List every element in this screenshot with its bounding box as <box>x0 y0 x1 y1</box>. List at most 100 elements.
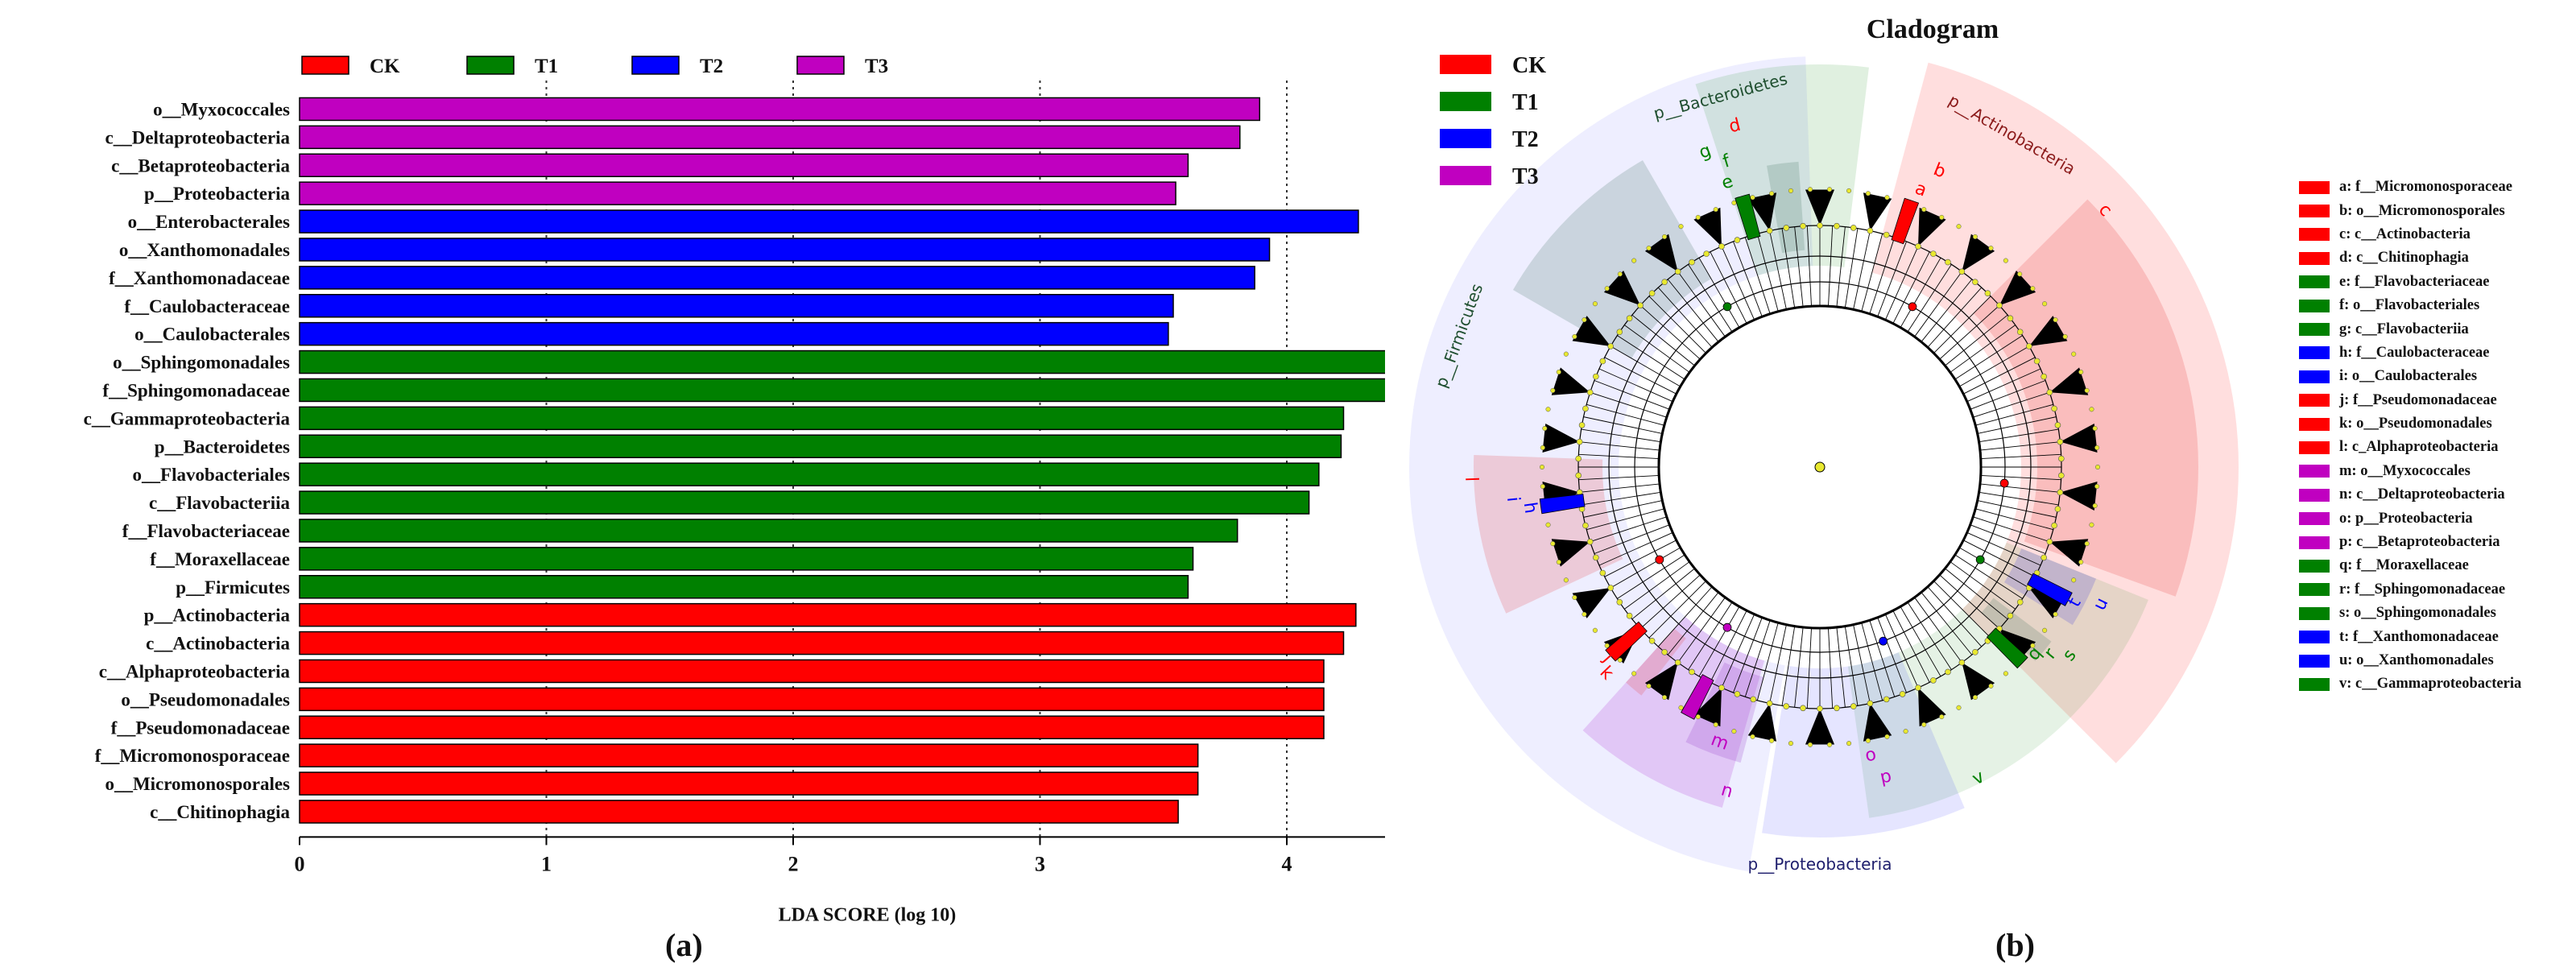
tree-node <box>1617 657 1623 663</box>
tree-node <box>1586 389 1594 396</box>
key-label: r: f__Sphingomonadaceae <box>2339 581 2506 598</box>
tree-node <box>1550 387 1556 393</box>
leaf-fan <box>1863 192 1892 231</box>
tree-branch <box>1586 403 1664 426</box>
leaf-fan <box>1962 662 1995 701</box>
bar <box>299 575 1189 599</box>
tree-node <box>1678 224 1684 230</box>
tree-node <box>1865 191 1871 196</box>
tree-branch <box>1892 251 1930 325</box>
tree-branch <box>1631 314 1695 366</box>
caption-b: (b) <box>1995 927 2035 963</box>
tree-branch <box>1921 592 1973 655</box>
tree-node <box>1750 734 1755 739</box>
tree-branch <box>1721 246 1755 321</box>
leaf-fan <box>1693 688 1722 727</box>
sector <box>1847 542 2148 818</box>
key-row: o: p__Proteobacteria <box>2299 507 2573 530</box>
tree-node <box>1689 258 1695 266</box>
tree-branch <box>1744 620 1771 697</box>
tree-node <box>2030 286 2036 292</box>
tree-node <box>1678 705 1684 710</box>
tree-branch <box>1973 391 2050 418</box>
sector <box>1973 199 2198 597</box>
clade-letter: o <box>1863 744 1878 766</box>
tree-node <box>1734 691 1741 697</box>
tree-node <box>1662 694 1668 701</box>
tree-node <box>1972 279 1979 285</box>
bar <box>299 209 1359 234</box>
tree-node <box>1617 271 1623 277</box>
tree-branch <box>1853 230 1871 310</box>
tree-node <box>2016 329 2024 336</box>
tree-node <box>2094 484 2100 490</box>
tree-node <box>1582 611 1587 617</box>
bar-label: c__Betaproteobacteria <box>111 155 290 176</box>
legend-label: T3 <box>1512 164 1539 189</box>
tree-node <box>1972 649 1979 655</box>
key-label: o: p__Proteobacteria <box>2339 510 2473 527</box>
tree-node <box>1867 700 1874 707</box>
tree-node <box>1972 234 1978 240</box>
tree-node <box>2051 522 2057 529</box>
key-label: m: o__Myxococcales <box>2339 462 2471 479</box>
bar <box>299 434 1342 458</box>
key-label: t: f__Xanthomonadaceae <box>2339 628 2499 645</box>
tree-node <box>2092 425 2098 432</box>
clade-letter: d <box>1727 115 1743 138</box>
tree-node <box>1572 333 1577 340</box>
tree-node <box>1540 445 1545 450</box>
tree-branch <box>1721 614 1755 689</box>
bar-label: f__Micromonosporaceae <box>95 746 290 766</box>
bar-label: f__Caulobacteraceae <box>124 296 290 316</box>
tree-node <box>1899 691 1906 697</box>
key-label: g: c__Flavobacteriia <box>2339 321 2469 337</box>
tree-node <box>1604 286 1610 292</box>
tree-node <box>1545 407 1551 412</box>
key-label: k: o__Pseudomonadales <box>2339 416 2492 432</box>
tree-node <box>1593 554 1599 561</box>
bar-label: c__Deltaproteobacteria <box>105 127 291 147</box>
tree-branch <box>1594 380 1670 410</box>
tree-node <box>1956 224 1962 230</box>
tree-node <box>1930 250 1937 257</box>
tree-branch <box>1667 592 1719 655</box>
tree-node <box>2030 643 2036 648</box>
legend-label: T2 <box>700 56 723 77</box>
clade-node <box>1908 302 1917 312</box>
bar <box>299 743 1199 767</box>
bar-label: c__Gammaproteobacteria <box>84 408 291 428</box>
tree-branch <box>1954 335 2023 380</box>
tree-node <box>2003 671 2008 676</box>
tree-branch <box>1578 475 1660 481</box>
key-label: j: f__Pseudomonadaceae <box>2339 391 2497 408</box>
bar <box>299 462 1320 486</box>
tree-branch <box>1884 246 1919 321</box>
leaf-fan <box>1918 207 1946 246</box>
bar <box>299 602 1357 627</box>
tree-node <box>1817 705 1823 712</box>
key-row: b: o__Micromonosporales <box>2299 199 2573 222</box>
tree-branch <box>1610 547 1681 589</box>
tree-branch <box>1979 491 2059 506</box>
tree-branch <box>1617 554 1685 599</box>
tree-node <box>1834 222 1840 230</box>
x-tick-label: 0 <box>295 852 305 875</box>
tree-branch <box>1639 574 1701 630</box>
tree-node <box>1575 455 1582 462</box>
tree-branch <box>1869 620 1896 697</box>
tree-node <box>1850 225 1857 231</box>
tree-node <box>1972 694 1978 701</box>
tree-branch <box>1900 257 1941 329</box>
tree-branch <box>1698 606 1740 677</box>
tree-node <box>2054 422 2061 428</box>
tree-node <box>1556 559 1561 565</box>
tree-node <box>1884 195 1890 201</box>
legend-label: CK <box>370 56 400 77</box>
clade-letter: l <box>1461 477 1481 482</box>
tree-branch <box>1698 257 1740 329</box>
lda-bar-chart: o__Myxococcales c__Deltaproteobacteria c__… <box>84 56 1385 925</box>
key-label: v: c__Gammaproteobacteria <box>2339 676 2522 693</box>
key-swatch <box>2299 583 2330 597</box>
tree-node <box>1766 227 1773 234</box>
